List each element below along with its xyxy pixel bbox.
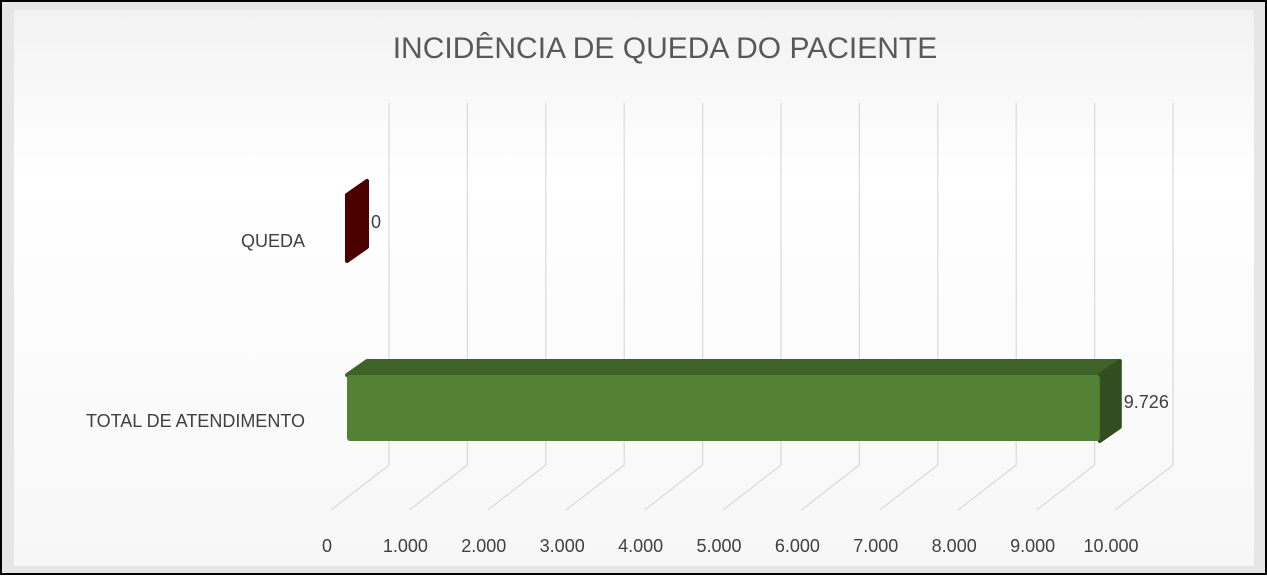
category-label: QUEDA	[241, 231, 305, 251]
x-tick-label: 9.000	[1010, 536, 1055, 556]
grid-line	[957, 464, 1017, 511]
grid-line	[330, 464, 390, 511]
x-tick-label: 0	[322, 536, 332, 556]
x-tick-label: 8.000	[932, 536, 977, 556]
grid-line	[879, 464, 939, 511]
x-tick-label: 10.000	[1083, 536, 1138, 556]
grid-line	[1114, 464, 1174, 511]
grid-line	[644, 464, 703, 511]
x-tick-label: 6.000	[775, 536, 820, 556]
bar-side	[1097, 359, 1122, 443]
chart-title: INCIDÊNCIA DE QUEDA DO PACIENTE	[393, 32, 938, 65]
x-tick-label: 4.000	[618, 536, 663, 556]
grid-line	[409, 464, 468, 511]
grid-line	[565, 464, 625, 511]
x-tick-label: 3.000	[540, 536, 585, 556]
bar-side	[345, 179, 369, 263]
x-tick-label: 2.000	[461, 536, 506, 556]
value-label: 0	[371, 212, 381, 232]
value-label: 9.726	[1124, 392, 1169, 412]
bar-top	[345, 359, 1122, 377]
grid-line	[487, 464, 547, 511]
grid-line	[1036, 464, 1095, 511]
grid-line	[722, 464, 782, 511]
plot-area	[14, 10, 1254, 566]
category-label: TOTAL DE ATENDIMENTO	[86, 411, 305, 431]
x-tick-label: 5.000	[696, 536, 741, 556]
x-tick-label: 7.000	[853, 536, 898, 556]
grid-line	[801, 464, 860, 511]
bar	[347, 375, 1100, 441]
x-tick-label: 1.000	[383, 536, 428, 556]
